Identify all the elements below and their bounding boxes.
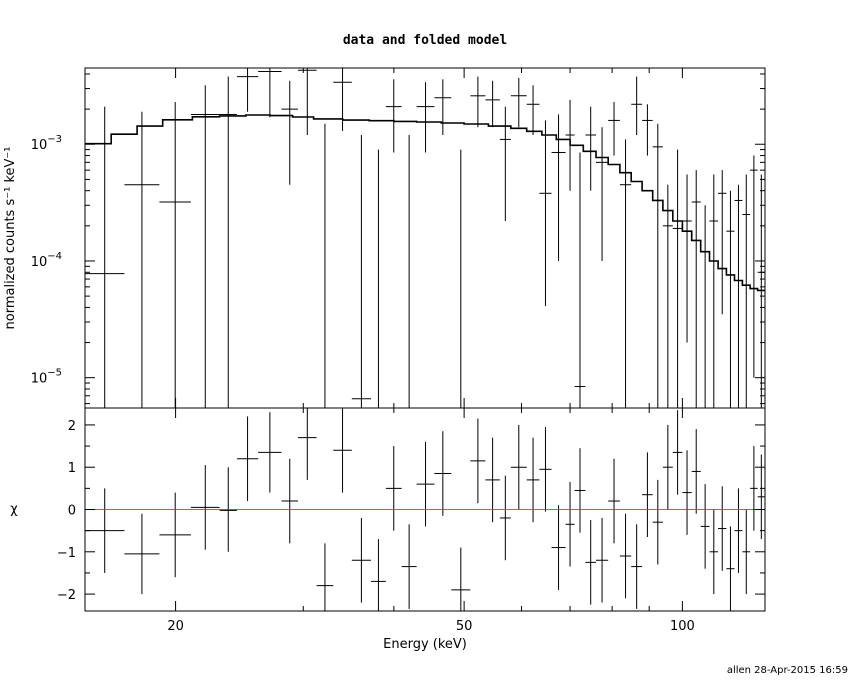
spectrum-panel: 10−3 10−4 10−5 normalized counts s⁻¹ keV⁻¹ — [3, 67, 766, 409]
residuals-y-axis-label: χ — [10, 502, 18, 517]
model-step-line — [85, 114, 765, 292]
spectrum-marks — [85, 68, 765, 409]
y-tick-label: 10−3 — [31, 134, 62, 153]
x-axis-label: Energy (keV) — [383, 637, 467, 652]
y-tick-label: −2 — [57, 588, 76, 603]
y-tick-label: 2 — [68, 419, 76, 434]
y-tick-label: 0 — [68, 504, 76, 519]
residuals-panel: 2 1 0 −1 −2 χ — [10, 407, 766, 612]
y-tick-label: 10−5 — [31, 368, 62, 387]
residuals-frame — [84, 407, 766, 612]
spectrum-ticks — [85, 68, 765, 408]
residual-ticks — [85, 408, 765, 611]
x-tick-labels: 20 50 100 — [167, 619, 694, 634]
y-tick-label: 10−4 — [31, 251, 62, 270]
y-tick-label: −1 — [57, 546, 76, 561]
spectrum-y-axis-label: normalized counts s⁻¹ keV⁻¹ — [3, 147, 18, 330]
spectrum-y-tick-labels: 10−3 10−4 10−5 — [31, 134, 62, 386]
x-tick-label: 100 — [670, 619, 695, 634]
footer-stamp: allen 28-Apr-2015 16:59 — [727, 665, 848, 676]
y-tick-label: 1 — [68, 461, 76, 476]
chart-title: data and folded model — [343, 33, 507, 48]
x-tick-label: 20 — [167, 619, 184, 634]
residual-y-tick-labels: 2 1 0 −1 −2 — [57, 419, 76, 603]
x-tick-label: 50 — [456, 619, 473, 634]
residual-marks — [85, 408, 765, 611]
